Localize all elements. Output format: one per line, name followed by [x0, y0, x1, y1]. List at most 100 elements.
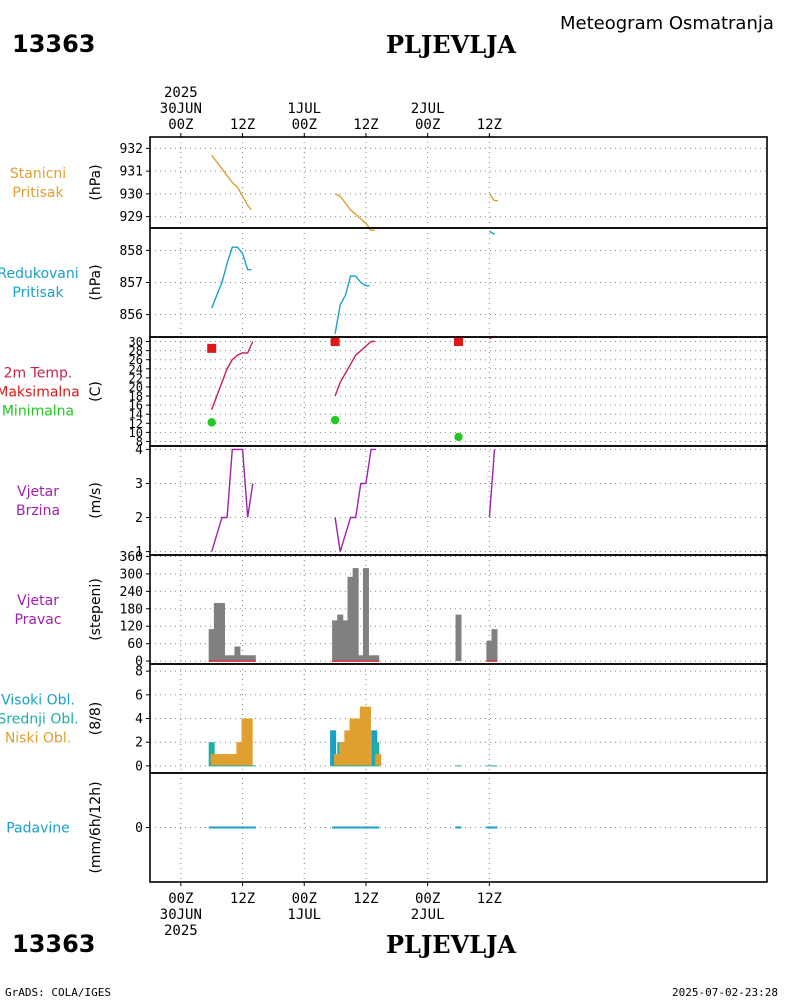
time-tick-label-top: 00Z: [168, 117, 193, 133]
bar-niski-obl-: [364, 706, 371, 766]
bar-niski-obl-: [349, 718, 356, 766]
bar-niski-obl-: [231, 754, 238, 766]
bar-vjetar-pravac: [337, 614, 344, 662]
y-axis-label: (hPa): [88, 264, 104, 300]
bar-vjetar-pravac: [234, 646, 241, 662]
y-tick-label: 930: [120, 187, 143, 202]
y-tick-label: 120: [120, 620, 143, 635]
panel-title-line: Maksimalna: [0, 385, 80, 401]
time-tick-label-bottom: 12Z: [230, 891, 255, 907]
max-temp-marker: [207, 343, 217, 353]
y-tick-label: 1: [135, 545, 143, 560]
time-tick-label-bottom: 30JUN: [160, 907, 202, 923]
bar-niski-obl-: [246, 718, 253, 766]
series-line-redukovani-pritisak: [211, 246, 252, 309]
series-line-vjetar-brzina: [488, 449, 496, 518]
y-tick-label: 858: [120, 244, 143, 259]
bar-niski-obl-: [359, 706, 366, 766]
series-line-stanicni-pritisak: [211, 154, 252, 211]
bar-vjetar-pravac: [208, 629, 215, 662]
bar-vjetar-pravac: [239, 655, 246, 662]
station-name-top: PLJEVLJA: [386, 30, 517, 59]
y-tick-label: 10: [129, 426, 143, 440]
time-tick-label-bottom: 1JUL: [287, 907, 321, 923]
y-tick-label: 22: [129, 371, 143, 385]
y-tick-label: 60: [127, 637, 143, 652]
meteogram-title: Meteogram Osmatranja: [560, 13, 774, 34]
station-name-bottom: PLJEVLJA: [386, 930, 517, 959]
y-tick-label: 931: [120, 165, 143, 180]
y-axis-label: (C): [88, 381, 104, 402]
time-tick-label-top: 00Z: [292, 117, 317, 133]
max-temp-marker: [454, 337, 463, 347]
series-line-2m-temp-: [211, 341, 254, 410]
series-line-vjetar-brzina: [211, 448, 254, 552]
y-tick-label: 14: [129, 408, 143, 422]
series-line-stanicni-pritisak: [488, 193, 499, 202]
time-tick-label-top: 12Z: [353, 117, 378, 133]
bar-vjetar-pravac: [368, 655, 375, 662]
panel-frame: [149, 772, 768, 883]
panel-frame: [149, 227, 768, 338]
series-line-stanicni-pritisak: [334, 193, 375, 231]
bar-vjetar-pravac: [455, 614, 462, 662]
bar-vjetar-pravac: [347, 576, 354, 662]
y-tick-label: 4: [135, 712, 143, 727]
y-axis-label: (mm/6h/12h): [88, 781, 104, 873]
panel-title-line: Srednji Obl.: [0, 712, 79, 728]
time-tick-label-top: 12Z: [230, 117, 255, 133]
time-tick-label-bottom: 00Z: [415, 891, 440, 907]
timestamp-text: 2025-07-02-23:28: [672, 986, 778, 999]
time-tick-label-top: 00Z: [415, 117, 440, 133]
y-tick-label: 360: [120, 550, 143, 565]
station-id-bottom: 13363: [12, 930, 96, 958]
y-tick-label: 26: [129, 353, 143, 367]
bar-vjetar-pravac: [357, 655, 364, 662]
time-tick-label-bottom: 2JUL: [411, 907, 445, 923]
y-axis-label: (stepeni): [88, 578, 104, 641]
time-tick-label-top: 30JUN: [160, 101, 202, 117]
series-line-redukovani-pritisak: [489, 230, 495, 235]
min-temp-marker: [207, 418, 216, 427]
y-tick-label: 28: [129, 344, 143, 358]
panel-title-line: Niski Obl.: [5, 731, 71, 747]
bar-niski-obl-: [339, 742, 346, 766]
bar-niski-obl-: [236, 742, 243, 766]
y-tick-label: 2: [135, 736, 143, 751]
y-tick-label: 8: [136, 435, 143, 449]
y-tick-label: 20: [129, 380, 143, 394]
y-tick-label: 3: [135, 477, 143, 492]
y-tick-label: 16: [129, 399, 143, 413]
panel-title-line: Pritisak: [12, 285, 64, 301]
y-tick-label: 856: [120, 308, 143, 323]
panel-title-line: Brzina: [16, 503, 60, 519]
bar-niski-obl-: [375, 754, 382, 766]
bar-vjetar-pravac: [229, 655, 236, 662]
min-temp-marker: [454, 432, 463, 442]
y-tick-label: 0: [135, 655, 143, 670]
min-temp-marker: [330, 415, 340, 425]
time-tick-label-bottom: 00Z: [168, 891, 193, 907]
time-tick-label-bottom: 00Z: [292, 891, 317, 907]
bar-vjetar-pravac: [342, 620, 349, 662]
panel-title-line: Vjetar: [17, 484, 59, 500]
bar-vjetar-pravac: [352, 568, 359, 662]
bar-niski-obl-: [334, 754, 341, 766]
panel-title-line: 2m Temp.: [4, 366, 73, 382]
bar-vjetar-pravac: [491, 629, 498, 662]
station-id-top: 13363: [12, 30, 96, 58]
panel-title-line: Visoki Obl.: [1, 693, 75, 709]
time-tick-label-bottom: 12Z: [477, 891, 502, 907]
time-tick-label-top: 2025: [164, 85, 198, 101]
y-tick-label: 857: [120, 276, 143, 291]
y-tick-label: 932: [120, 142, 143, 157]
credit-text: GrADS: COLA/IGES: [5, 986, 111, 999]
bar-niski-obl-: [220, 754, 227, 766]
y-tick-label: 6: [135, 688, 143, 703]
panel-title-line: Pritisak: [12, 185, 64, 201]
y-tick-label: 240: [120, 585, 143, 600]
bar-vjetar-pravac: [244, 655, 251, 662]
bar-vjetar-pravac: [332, 620, 339, 662]
y-tick-label: 4: [135, 443, 143, 458]
